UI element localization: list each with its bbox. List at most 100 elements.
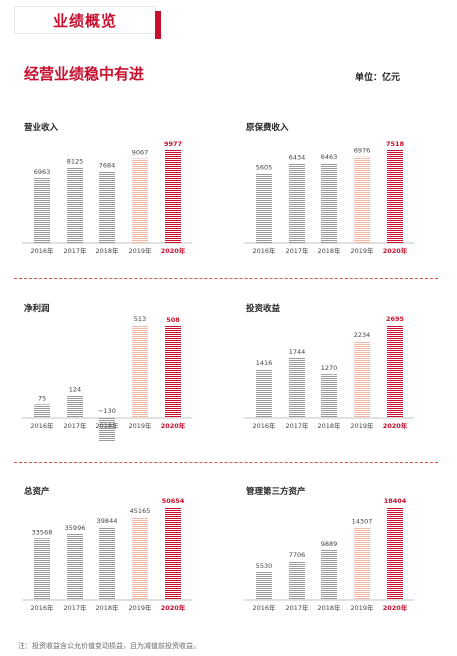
x-tick-label: 2020年 [383,421,408,430]
data-label: 45165 [130,507,151,515]
x-tick-label: 2016年 [252,603,276,612]
data-label: 6434 [289,153,306,161]
bar-2017年 [67,395,83,418]
bar-2019年 [354,156,370,243]
x-tick-label: 2019年 [350,421,374,430]
x-tick-label: 2018年 [317,603,341,612]
data-label: 50654 [162,497,185,505]
data-label: 39844 [97,517,118,525]
x-tick-label: 2019年 [128,421,152,430]
x-tick-label: 2020年 [161,421,186,430]
bar-2020年 [387,325,403,418]
data-label: 508 [166,316,180,324]
data-label: 5530 [256,562,273,570]
x-tick-label: 2018年 [317,421,341,430]
bar-2016年 [34,404,50,418]
bar-2017年 [289,561,305,600]
chart-title: 管理第三方资产 [246,486,306,497]
bar-2019年 [354,527,370,600]
bar-2017年 [67,533,83,600]
bar-2016年 [34,178,50,243]
bar-2016年 [256,173,272,243]
footnote: 注：投资收益含公允价值变动损益，且为减值前投资收益。 [18,642,200,650]
data-label: 18404 [384,497,407,505]
bar-2019年 [132,517,148,600]
section-title: 业绩概览 [52,12,117,30]
data-label: 75 [38,394,46,402]
x-tick-label: 2020年 [383,246,408,255]
bar-2019年 [132,325,148,418]
bar-2018年 [99,171,115,243]
x-tick-label: 2017年 [63,603,87,612]
chart-title: 投资收益 [246,303,281,314]
data-label: 7706 [289,551,306,559]
data-label: 124 [69,386,81,394]
bar-2020年 [165,507,181,600]
data-label: 1416 [256,359,273,367]
x-tick-label: 2017年 [285,603,309,612]
data-label: 2234 [354,331,371,339]
bar-2016年 [256,369,272,418]
data-label: 7518 [386,140,405,148]
x-tick-label: 2020年 [161,603,186,612]
bar-2019年 [132,158,148,243]
x-tick-label: 2016年 [30,246,54,255]
bar-2018年 [99,418,115,442]
x-tick-label: 2017年 [63,246,87,255]
x-tick-label: 2019年 [128,246,152,255]
bar-2017年 [289,357,305,418]
x-tick-label: 2018年 [95,421,119,430]
x-tick-label: 2016年 [30,421,54,430]
bar-2018年 [321,550,337,600]
data-label: 6976 [354,147,371,155]
x-tick-label: 2018年 [95,603,119,612]
bar-2016年 [34,538,50,600]
data-label: −130 [98,407,116,415]
data-label: 14307 [352,518,373,526]
x-tick-label: 2016年 [252,246,276,255]
x-tick-label: 2017年 [63,421,87,430]
x-tick-label: 2019年 [128,603,152,612]
section-header: 业绩概览 [14,6,161,39]
chart-title: 总资产 [24,486,50,497]
x-tick-label: 2018年 [95,246,119,255]
data-label: 35996 [65,524,86,532]
chart-title: 净利润 [24,303,50,314]
x-tick-label: 2017年 [285,421,309,430]
data-label: 8125 [67,157,84,165]
data-label: 1270 [321,364,338,372]
x-tick-label: 2018年 [317,246,341,255]
page-title: 经营业绩稳中有进 [24,65,145,83]
data-label: 6963 [34,168,51,176]
bar-2020年 [387,150,403,243]
x-tick-label: 2020年 [161,246,186,255]
bar-2017年 [67,167,83,243]
bar-2017年 [289,163,305,243]
x-tick-label: 2017年 [285,246,309,255]
bar-2020年 [387,507,403,600]
data-label: 7684 [99,161,116,169]
chart-title: 营业收入 [24,122,59,133]
x-tick-label: 2019年 [350,246,374,255]
data-label: 2695 [386,315,405,323]
data-label: 9067 [132,148,149,156]
bar-2018年 [99,526,115,600]
bar-2019年 [354,340,370,418]
bar-2016年 [256,572,272,600]
bar-2018年 [321,163,337,243]
x-tick-label: 2019年 [350,603,374,612]
bar-2020年 [165,150,181,243]
bar-2020年 [165,325,181,418]
x-tick-label: 2016年 [30,603,54,612]
data-label: 513 [134,315,146,323]
data-label: 9977 [164,140,182,148]
x-tick-label: 2020年 [383,603,408,612]
chart-title: 原保费收入 [246,122,289,133]
header-accent-bar [155,11,161,39]
data-label: 1744 [289,348,306,356]
data-label: 6463 [321,153,338,161]
divider-1 [14,278,438,279]
data-label: 33568 [32,528,53,536]
data-label: 9889 [321,540,338,548]
